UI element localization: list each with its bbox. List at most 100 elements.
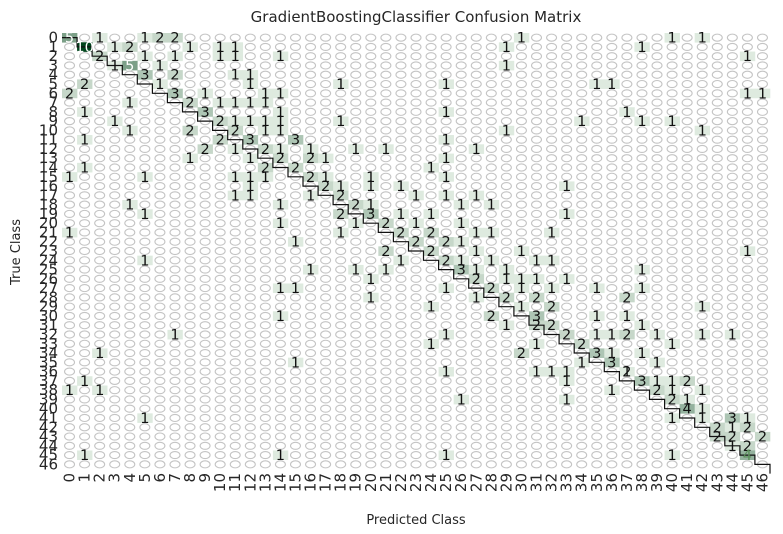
zero-cell-marker xyxy=(546,219,558,228)
zero-cell-marker xyxy=(259,321,271,330)
cell-value-label: 1 xyxy=(698,383,707,399)
zero-cell-marker xyxy=(154,311,166,321)
zero-cell-marker xyxy=(561,404,573,413)
cell-value-label: 2 xyxy=(758,430,767,446)
zero-cell-marker xyxy=(380,191,392,200)
zero-cell-marker xyxy=(365,163,377,172)
zero-cell-marker xyxy=(380,163,392,172)
zero-cell-marker xyxy=(696,348,708,358)
zero-cell-marker xyxy=(305,237,317,246)
zero-cell-marker xyxy=(530,107,543,116)
zero-cell-marker xyxy=(79,70,91,79)
zero-cell-marker xyxy=(79,154,91,163)
zero-cell-marker xyxy=(485,181,497,191)
zero-cell-marker xyxy=(64,330,76,339)
heatmap-cell xyxy=(544,320,560,331)
zero-cell-marker xyxy=(380,89,392,98)
zero-cell-marker xyxy=(470,89,482,98)
zero-cell-marker xyxy=(425,70,437,79)
zero-cell-marker xyxy=(425,321,437,330)
zero-cell-marker xyxy=(561,265,573,274)
zero-cell-marker xyxy=(380,413,392,423)
heatmap-cell xyxy=(287,135,304,145)
heatmap-cell xyxy=(423,246,439,256)
zero-cell-marker xyxy=(365,311,377,321)
cell-value-label: 1 xyxy=(276,49,285,65)
cell-value-label: 1 xyxy=(276,216,285,232)
zero-cell-marker xyxy=(109,191,121,200)
heatmap-cell xyxy=(182,125,198,136)
zero-cell-marker xyxy=(320,246,332,256)
zero-cell-marker xyxy=(94,265,106,274)
zero-cell-marker xyxy=(425,144,437,154)
zero-cell-marker xyxy=(470,117,482,126)
zero-cell-marker xyxy=(681,265,693,274)
zero-cell-marker xyxy=(274,302,286,311)
zero-cell-marker xyxy=(606,460,618,469)
zero-cell-marker xyxy=(64,107,76,116)
y-tick-label: 5 xyxy=(48,75,58,93)
zero-cell-marker xyxy=(666,284,678,293)
zero-cell-marker xyxy=(515,413,527,423)
zero-cell-marker xyxy=(335,52,347,61)
zero-cell-marker xyxy=(470,339,482,348)
heatmap-cell xyxy=(634,264,650,275)
zero-cell-marker xyxy=(726,117,738,126)
zero-cell-marker xyxy=(576,246,588,256)
x-tick-label: 25 xyxy=(437,473,455,492)
zero-cell-marker xyxy=(681,460,693,469)
zero-cell-marker xyxy=(350,376,362,385)
zero-cell-marker xyxy=(214,209,226,218)
zero-cell-marker xyxy=(214,367,226,376)
heatmap-cell xyxy=(559,274,575,284)
cell-value-label: 1 xyxy=(547,225,556,241)
zero-cell-marker xyxy=(681,311,693,321)
zero-cell-marker xyxy=(576,191,588,200)
zero-cell-marker xyxy=(485,265,497,274)
zero-cell-marker xyxy=(515,144,527,154)
zero-cell-marker xyxy=(169,395,181,404)
zero-cell-marker xyxy=(515,154,527,163)
zero-cell-marker xyxy=(244,274,256,283)
cell-value-label: 2 xyxy=(170,31,179,47)
zero-cell-marker xyxy=(199,284,211,293)
zero-cell-marker xyxy=(591,52,603,61)
y-tick-label: 39 xyxy=(39,390,58,408)
heatmap-cell xyxy=(227,144,244,154)
heatmap-cell xyxy=(257,162,274,173)
zero-cell-marker xyxy=(621,70,633,79)
zero-cell-marker xyxy=(199,274,211,283)
zero-cell-marker xyxy=(515,376,527,385)
zero-cell-marker xyxy=(410,200,422,209)
zero-cell-marker xyxy=(274,256,286,265)
zero-cell-marker xyxy=(756,302,768,311)
zero-cell-marker xyxy=(350,33,362,42)
heatmap-cell xyxy=(348,199,364,210)
zero-cell-marker xyxy=(410,256,422,265)
zero-cell-marker xyxy=(425,117,437,126)
zero-cell-marker xyxy=(741,126,753,135)
zero-cell-marker xyxy=(651,311,663,321)
zero-cell-marker xyxy=(229,376,241,385)
y-tick-label: 15 xyxy=(39,168,58,186)
zero-cell-marker xyxy=(289,79,302,89)
zero-cell-marker xyxy=(515,163,527,172)
zero-cell-marker xyxy=(726,460,738,469)
zero-cell-marker xyxy=(591,265,603,274)
zero-cell-marker xyxy=(591,219,603,228)
zero-cell-marker xyxy=(470,200,482,209)
zero-cell-marker xyxy=(666,126,678,135)
zero-cell-marker xyxy=(139,144,151,154)
zero-cell-marker xyxy=(214,311,226,321)
zero-cell-marker xyxy=(139,395,151,404)
cell-value-label: 1 xyxy=(562,179,571,195)
cell-value-label: 2 xyxy=(713,420,722,436)
zero-cell-marker xyxy=(169,413,181,423)
zero-cell-marker xyxy=(380,135,392,144)
zero-cell-marker xyxy=(410,358,422,367)
zero-cell-marker xyxy=(606,423,618,432)
cell-value-label: 2 xyxy=(170,68,179,84)
zero-cell-marker xyxy=(606,311,618,321)
y-tick-labels: 0123456789101112131415161718192021222324… xyxy=(39,29,58,474)
zero-cell-marker xyxy=(711,358,723,367)
